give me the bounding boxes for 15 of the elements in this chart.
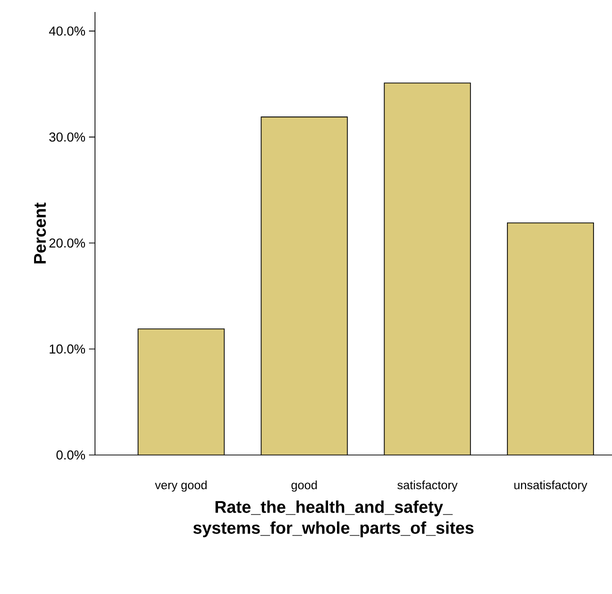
x-tick-label: very good — [154, 480, 207, 492]
bar — [138, 328, 224, 455]
x-tick-label: good — [291, 480, 317, 492]
x-tick-label: satisfactory — [397, 480, 458, 492]
y-tick-label: 40.0% — [49, 26, 86, 36]
bar — [261, 116, 348, 455]
y-tick-label: 20.0% — [49, 238, 86, 248]
y-tick-label: 0.0% — [56, 450, 86, 460]
y-tick-label: 10.0% — [50, 344, 86, 354]
x-axis-title: Rate_the_health_and_safety_systems_for_whole_parts_of_sites — [193, 500, 474, 538]
bar — [506, 222, 594, 455]
y-axis-title: Percent — [34, 202, 46, 264]
y-tick-label: 30.0% — [49, 132, 86, 142]
x-tick-label: unsatisfactory — [514, 480, 588, 492]
bar — [384, 83, 470, 455]
